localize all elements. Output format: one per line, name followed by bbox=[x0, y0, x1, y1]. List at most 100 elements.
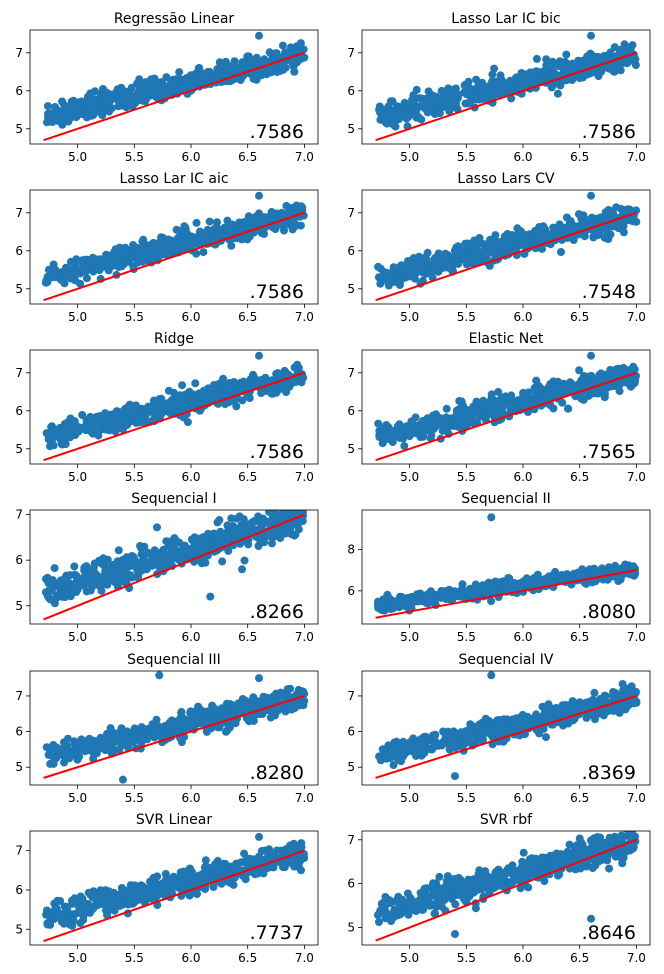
scatter-point bbox=[92, 255, 101, 264]
x-tick-label: 6.0 bbox=[513, 630, 532, 644]
subplot-title: Regressão Linear bbox=[114, 11, 235, 27]
x-tick-label: 5.5 bbox=[125, 150, 144, 164]
scatter-points bbox=[41, 510, 307, 621]
x-tick-label: 5.0 bbox=[68, 630, 87, 644]
x-tick-label: 6.5 bbox=[238, 470, 257, 484]
scatter-point bbox=[555, 57, 564, 66]
outlier-point bbox=[255, 351, 264, 360]
scatter-point bbox=[62, 576, 71, 585]
x-tick-label: 5.0 bbox=[68, 470, 87, 484]
scatter-point bbox=[256, 536, 265, 545]
scatter-point bbox=[530, 393, 539, 402]
scatter-point bbox=[137, 544, 146, 553]
subplot-title: Elastic Net bbox=[469, 331, 544, 347]
scatter-point bbox=[179, 244, 188, 253]
fit-line bbox=[43, 513, 305, 621]
scatter-point bbox=[148, 554, 157, 562]
y-tick-label: 5 bbox=[347, 442, 355, 456]
y-tick-label: 6 bbox=[15, 404, 23, 418]
scatter-point bbox=[213, 218, 221, 227]
scatter-point bbox=[270, 528, 279, 536]
scatter-point bbox=[71, 263, 80, 272]
scatter-point bbox=[113, 85, 122, 94]
scatter-point bbox=[563, 386, 572, 394]
scatter-point bbox=[409, 424, 418, 433]
score-annotation: .7586 bbox=[250, 281, 304, 303]
scatter-point bbox=[506, 76, 515, 85]
scatter-point bbox=[222, 727, 230, 736]
scatter-point bbox=[632, 206, 641, 215]
scatter-point bbox=[378, 274, 387, 283]
scatter-point bbox=[531, 67, 540, 76]
scatter-point bbox=[97, 89, 106, 98]
x-tick-label: 7.0 bbox=[627, 310, 646, 324]
scatter-points bbox=[375, 31, 640, 142]
scatter-point bbox=[404, 272, 413, 281]
scatter-point bbox=[158, 81, 167, 90]
scatter-point bbox=[411, 274, 419, 283]
scatter-point bbox=[49, 114, 58, 123]
scatter-point bbox=[60, 584, 69, 593]
outlier-point bbox=[255, 31, 264, 40]
scatter-point bbox=[562, 50, 571, 59]
x-tick-label: 5.0 bbox=[400, 630, 419, 644]
scatter-point bbox=[266, 713, 275, 722]
scatter-point bbox=[192, 218, 201, 227]
scatter-points bbox=[374, 351, 640, 462]
y-tick-label: 6 bbox=[15, 553, 23, 567]
scatter-point bbox=[461, 239, 470, 248]
subplot-title: Sequencial II bbox=[461, 491, 551, 507]
scatter-point bbox=[101, 746, 110, 755]
scatter-point bbox=[157, 250, 166, 259]
scatter-point bbox=[593, 67, 602, 76]
scatter-point bbox=[227, 62, 236, 71]
scatter-point bbox=[291, 203, 300, 212]
scatter-point bbox=[81, 99, 90, 108]
x-tick-label: 7.0 bbox=[295, 630, 314, 644]
scatter-point bbox=[238, 522, 247, 531]
scatter-point bbox=[240, 556, 249, 565]
axes-frame bbox=[361, 189, 651, 305]
scatter-point bbox=[412, 107, 421, 116]
scatter-point bbox=[46, 748, 54, 757]
scatter-point bbox=[151, 88, 160, 97]
x-tick-label: 6.0 bbox=[181, 150, 200, 164]
scatter-point bbox=[283, 693, 292, 702]
scatter-point bbox=[435, 98, 444, 106]
scatter-point bbox=[472, 250, 481, 259]
x-tick-label: 5.0 bbox=[68, 310, 87, 324]
scatter-point bbox=[90, 95, 99, 104]
scatter-point bbox=[251, 701, 260, 710]
x-tick-label: 5.5 bbox=[125, 791, 144, 805]
scatter-point bbox=[380, 117, 389, 126]
scatter-point bbox=[445, 585, 454, 594]
x-tick-label: 6.5 bbox=[570, 470, 589, 484]
scatter-point bbox=[487, 597, 496, 606]
scatter-point bbox=[249, 371, 258, 380]
scatter-point bbox=[172, 75, 181, 84]
scatter-point bbox=[265, 510, 274, 516]
scatter-point bbox=[202, 73, 211, 81]
scatter-point bbox=[549, 70, 557, 79]
outlier-point bbox=[206, 592, 215, 601]
outlier-point bbox=[238, 565, 247, 574]
scatter-point bbox=[54, 110, 63, 119]
x-tick-label: 6.0 bbox=[513, 470, 532, 484]
fit-line bbox=[375, 211, 637, 302]
scatter-point bbox=[550, 571, 559, 580]
scatter-point bbox=[610, 43, 619, 52]
scatter-point bbox=[162, 239, 171, 247]
scatter-point bbox=[565, 62, 574, 71]
outlier-point bbox=[487, 513, 496, 522]
scatter-point bbox=[421, 99, 430, 108]
scatter-point bbox=[496, 80, 505, 89]
scatter-point bbox=[286, 684, 295, 693]
scatter-point bbox=[231, 705, 240, 714]
scatter-point bbox=[134, 573, 142, 582]
scatter-point bbox=[191, 379, 200, 388]
y-tick-label: 7 bbox=[15, 689, 23, 703]
scatter-point bbox=[522, 399, 531, 408]
scatter-point bbox=[267, 706, 276, 715]
subplot-title: Lasso Lar IC aic bbox=[119, 171, 228, 187]
